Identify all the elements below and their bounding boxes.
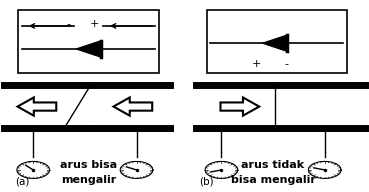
- Text: +: +: [89, 19, 99, 29]
- Text: (a): (a): [15, 176, 29, 186]
- Bar: [18, 10, 159, 73]
- Text: (b): (b): [199, 176, 214, 186]
- Polygon shape: [114, 98, 152, 116]
- Polygon shape: [76, 41, 101, 57]
- Text: arus bisa: arus bisa: [60, 160, 117, 170]
- Text: +: +: [252, 59, 261, 69]
- Text: arus tidak: arus tidak: [241, 160, 305, 170]
- Bar: [207, 10, 347, 73]
- Text: bisa mengalir: bisa mengalir: [231, 175, 315, 185]
- Polygon shape: [18, 98, 56, 116]
- Text: mengalir: mengalir: [61, 175, 116, 185]
- Polygon shape: [263, 35, 287, 51]
- Text: -: -: [66, 19, 70, 29]
- Polygon shape: [221, 98, 259, 116]
- Text: -: -: [284, 59, 288, 69]
